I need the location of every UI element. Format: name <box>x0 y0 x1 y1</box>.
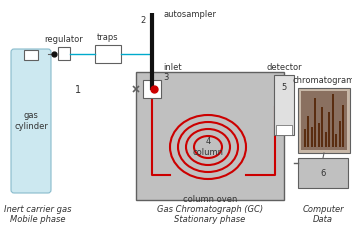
Bar <box>342 105 344 147</box>
Text: column oven: column oven <box>183 195 237 204</box>
Bar <box>136 72 284 200</box>
Bar <box>301 91 347 150</box>
Bar <box>335 134 337 147</box>
Text: 6: 6 <box>320 169 326 178</box>
Bar <box>298 158 348 188</box>
Bar <box>274 75 294 135</box>
Bar <box>143 80 161 98</box>
Text: regulator: regulator <box>45 35 83 44</box>
Text: traps: traps <box>97 33 119 42</box>
Text: Inert carrier gas
Mobile phase: Inert carrier gas Mobile phase <box>4 205 72 224</box>
Bar <box>276 125 292 135</box>
Text: autosampler: autosampler <box>164 10 217 19</box>
Text: chromatogram: chromatogram <box>293 76 352 85</box>
Text: 5: 5 <box>281 83 287 92</box>
Bar <box>298 88 350 153</box>
Bar <box>303 129 306 147</box>
Text: inlet
3: inlet 3 <box>163 63 182 82</box>
Bar <box>310 127 313 147</box>
Bar <box>328 112 330 147</box>
Text: Computer
Data: Computer Data <box>302 205 344 224</box>
Bar <box>332 94 334 147</box>
Bar <box>24 50 38 60</box>
Text: detector: detector <box>266 63 302 72</box>
Bar <box>339 120 341 147</box>
Text: 1: 1 <box>75 85 81 95</box>
Bar <box>321 107 323 147</box>
Bar <box>314 99 316 147</box>
Text: 4
column: 4 column <box>193 137 224 157</box>
Text: gas
cylinder: gas cylinder <box>14 111 48 131</box>
Bar <box>307 116 309 147</box>
Bar <box>318 123 320 147</box>
Bar <box>95 45 121 63</box>
Bar <box>325 132 327 147</box>
Bar <box>58 47 70 60</box>
Text: 2: 2 <box>141 16 146 25</box>
FancyBboxPatch shape <box>11 49 51 193</box>
Text: Gas Chromatograph (GC)
Stationary phase: Gas Chromatograph (GC) Stationary phase <box>157 205 263 224</box>
